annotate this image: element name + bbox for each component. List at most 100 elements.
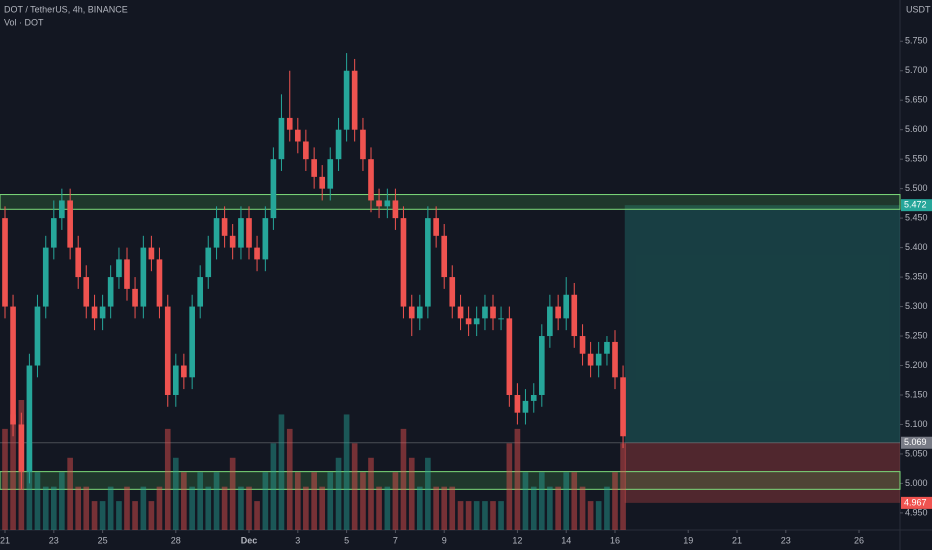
candle-body xyxy=(563,294,570,319)
y-tick-label: 5.350 xyxy=(905,271,928,281)
volume-bar xyxy=(595,501,602,530)
x-tick-label: 19 xyxy=(683,535,693,545)
candle-body xyxy=(595,353,602,366)
candle-body xyxy=(42,247,49,307)
price-tag xyxy=(901,436,932,449)
candle-body xyxy=(368,159,374,201)
volume-bar xyxy=(83,486,90,530)
candle-body xyxy=(351,70,358,130)
x-tick-label: 14 xyxy=(561,535,571,545)
volume-bar xyxy=(490,501,496,530)
candle-body xyxy=(75,247,82,278)
volume-bar xyxy=(319,486,326,530)
candle-body xyxy=(10,306,16,425)
candle-body xyxy=(384,200,391,207)
candle-body xyxy=(400,218,407,307)
volume-bar xyxy=(91,501,98,530)
volume-bar xyxy=(26,443,33,530)
y-tick-label: 5.700 xyxy=(905,65,928,75)
volume-bar xyxy=(181,472,187,530)
candle-body xyxy=(221,218,228,236)
volume-bar xyxy=(425,457,431,530)
candle-body xyxy=(205,247,212,278)
candle-body xyxy=(473,318,480,325)
volume-bar xyxy=(538,472,545,530)
volume-bar xyxy=(473,501,480,530)
y-tick-label: 5.100 xyxy=(905,419,928,429)
candle-body xyxy=(571,294,578,337)
volume-bar xyxy=(205,486,212,530)
volume-bar xyxy=(132,501,138,530)
zone xyxy=(0,194,901,210)
candle-body xyxy=(408,306,415,319)
candle-body xyxy=(2,218,8,307)
candle-body xyxy=(441,235,448,278)
candle-body xyxy=(132,288,138,307)
volume-bar xyxy=(213,472,220,530)
volume-bar xyxy=(408,457,415,530)
candle-body xyxy=(303,141,309,160)
volume-bar xyxy=(99,501,106,530)
volume-bar xyxy=(522,472,529,530)
volume-bar xyxy=(278,414,285,530)
volume-bar xyxy=(156,486,163,530)
volume-bar xyxy=(294,472,301,530)
volume-bar xyxy=(376,486,382,530)
volume-bar xyxy=(579,486,586,530)
volume-bar xyxy=(42,486,49,530)
x-tick-label: 23 xyxy=(49,535,59,545)
y-tick-label: 5.000 xyxy=(905,478,928,488)
y-tick-label: 5.550 xyxy=(905,154,928,164)
target-zone xyxy=(624,205,900,443)
candle-body xyxy=(107,277,114,307)
candle-body xyxy=(343,70,350,130)
candle-body xyxy=(91,306,98,319)
volume-bar xyxy=(238,486,244,530)
volume-bar xyxy=(262,472,269,530)
price-tag-label: 5.472 xyxy=(904,200,927,210)
candle-body xyxy=(83,277,90,307)
candle-body xyxy=(18,424,25,472)
y-tick-label: 5.600 xyxy=(905,124,928,134)
y-tick-label: 5.650 xyxy=(905,95,928,105)
volume-bar xyxy=(270,443,277,530)
x-tick-label: 7 xyxy=(393,535,398,545)
candle-body xyxy=(270,159,277,219)
volume-bar xyxy=(514,428,521,530)
volume-bar xyxy=(368,457,374,530)
volume-bar xyxy=(164,428,171,530)
candle-body xyxy=(148,247,155,260)
volume-bar xyxy=(254,501,260,530)
volume-bar xyxy=(530,486,537,530)
volume-bar xyxy=(303,486,309,530)
y-tick-label: 5.150 xyxy=(905,389,928,399)
volume-bar xyxy=(563,472,570,530)
volume-bar xyxy=(50,486,57,530)
chart-title: DOT / TetherUS, 4h, BINANCE xyxy=(4,4,128,14)
candle-body xyxy=(294,129,301,142)
y-tick-label: 5.750 xyxy=(905,36,928,46)
candle-body xyxy=(360,129,366,160)
price-tag-label: 5.069 xyxy=(904,437,927,447)
candle-body xyxy=(26,365,33,472)
volume-bar xyxy=(221,486,228,530)
x-tick-label: 5 xyxy=(344,535,349,545)
candle-body xyxy=(229,235,236,248)
candle-body xyxy=(457,306,464,319)
candle-body xyxy=(124,259,130,289)
volume-bar xyxy=(197,472,204,530)
volume-bar xyxy=(416,486,423,530)
candle-body xyxy=(514,394,521,413)
candle-body xyxy=(530,394,537,401)
price-tag xyxy=(901,199,932,212)
candle-body xyxy=(579,336,586,354)
candle-body xyxy=(213,218,220,248)
volume-bar xyxy=(34,472,41,530)
candle-body xyxy=(587,353,594,366)
candle-body xyxy=(604,341,610,354)
candle-body xyxy=(490,306,496,319)
x-tick-label: 21 xyxy=(0,535,10,545)
volume-bar xyxy=(612,472,618,530)
volume-bar xyxy=(571,472,578,530)
volume-bar xyxy=(343,414,350,530)
